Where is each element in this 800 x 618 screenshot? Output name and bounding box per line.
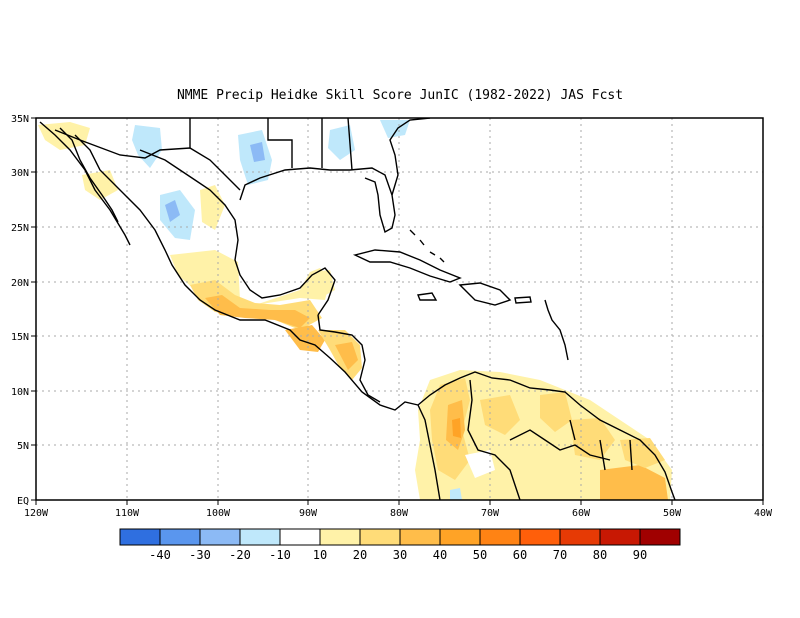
lat-tick-label: 20N — [11, 278, 29, 289]
coastline — [409, 229, 445, 263]
lon-tick-label: 100W — [206, 508, 231, 519]
coastline — [59, 127, 119, 223]
lon-tick-label: 80W — [390, 508, 409, 519]
lon-tick-label: 110W — [115, 508, 140, 519]
colorbar-label: 50 — [473, 548, 487, 562]
lon-tick-label: 50W — [663, 508, 682, 519]
coastline — [458, 282, 512, 306]
lat-tick-label: 15N — [11, 332, 29, 343]
colorbar-label: 90 — [633, 548, 647, 562]
colorbar-swatch — [319, 528, 361, 546]
lat-tick-label: EQ — [17, 496, 29, 507]
colorbar-label: 20 — [353, 548, 367, 562]
coastline — [239, 167, 396, 234]
axis-ticks — [31, 117, 764, 505]
shade-patch — [465, 450, 495, 478]
colorbar-label: 10 — [313, 548, 327, 562]
shade-patch — [540, 392, 572, 432]
grid-lines — [36, 118, 763, 500]
coastline — [544, 299, 569, 361]
border — [417, 404, 441, 500]
lon-tick-label: 90W — [299, 508, 318, 519]
lon-tick-label: 120W — [24, 508, 49, 519]
colorbar-label: 70 — [553, 548, 567, 562]
colorbar-label: 80 — [593, 548, 607, 562]
colorbar-swatch — [279, 528, 321, 546]
colorbar-label: 60 — [513, 548, 527, 562]
shade-patch — [250, 142, 265, 162]
lat-tick-label: 35N — [11, 114, 29, 125]
shade-patch — [200, 185, 225, 230]
coastline — [39, 121, 131, 246]
border — [569, 419, 633, 471]
border — [54, 129, 241, 191]
lon-tick-label: 60W — [572, 508, 591, 519]
colorbar-swatch — [519, 528, 561, 546]
lon-tick-label: 70W — [481, 508, 500, 519]
coastline — [417, 292, 438, 301]
lon-tick-label: 40W — [754, 508, 773, 519]
map-title: NMME Precip Heidke Skill Score JunIC (19… — [176, 88, 624, 103]
colorbar-swatch — [479, 528, 521, 546]
colorbar-swatch — [639, 528, 681, 546]
colorbar-label: -30 — [189, 548, 211, 562]
lat-tick-label: 10N — [11, 387, 29, 398]
coastline — [417, 371, 676, 500]
coastline — [139, 149, 336, 316]
colorbar-label: -10 — [269, 548, 291, 562]
border — [509, 429, 611, 461]
lon-labels: 120W 110W 100W 90W 80W 70W 60W 50W 40W — [24, 508, 773, 519]
shade-patch — [335, 342, 358, 370]
colorbar-swatch — [559, 528, 601, 546]
colorbar-swatch — [159, 528, 201, 546]
colorbar-swatch — [359, 528, 401, 546]
colorbar-swatch — [199, 528, 241, 546]
coastline — [352, 249, 462, 283]
lat-labels: EQ 5N 10N 15N 20N 25N 30N 35N — [11, 114, 29, 507]
coastlines — [39, 118, 676, 500]
shade-patch — [452, 418, 461, 438]
shade-patch — [205, 295, 310, 328]
shade-patch — [132, 125, 162, 168]
shade-patch — [328, 125, 355, 160]
coastline — [74, 134, 419, 411]
lat-tick-label: 30N — [11, 168, 29, 179]
colorbar-swatch — [119, 528, 161, 546]
coastline — [514, 296, 532, 304]
shade-patch — [600, 465, 668, 500]
colorbar: -40 -30 -20 -10 10 20 30 40 50 60 70 80 … — [119, 528, 681, 562]
shade-patch — [38, 122, 90, 150]
colorbar-label: 30 — [393, 548, 407, 562]
shade-patch — [450, 488, 462, 500]
colorbar-swatch — [439, 528, 481, 546]
shade-patch — [82, 170, 118, 200]
border — [321, 118, 353, 171]
border — [467, 379, 521, 500]
colorbar-swatch — [399, 528, 441, 546]
skill-shading — [38, 120, 672, 500]
coastline — [317, 314, 381, 403]
coastline — [389, 118, 431, 196]
lat-tick-label: 25N — [11, 223, 29, 234]
border — [267, 118, 293, 168]
lat-tick-label: 5N — [17, 441, 29, 452]
colorbar-swatch — [599, 528, 641, 546]
shade-patch — [165, 200, 180, 222]
shade-patch — [312, 270, 335, 298]
colorbar-label: -20 — [229, 548, 251, 562]
colorbar-label: -40 — [149, 548, 171, 562]
colorbar-label: 40 — [433, 548, 447, 562]
colorbar-swatch — [239, 528, 281, 546]
